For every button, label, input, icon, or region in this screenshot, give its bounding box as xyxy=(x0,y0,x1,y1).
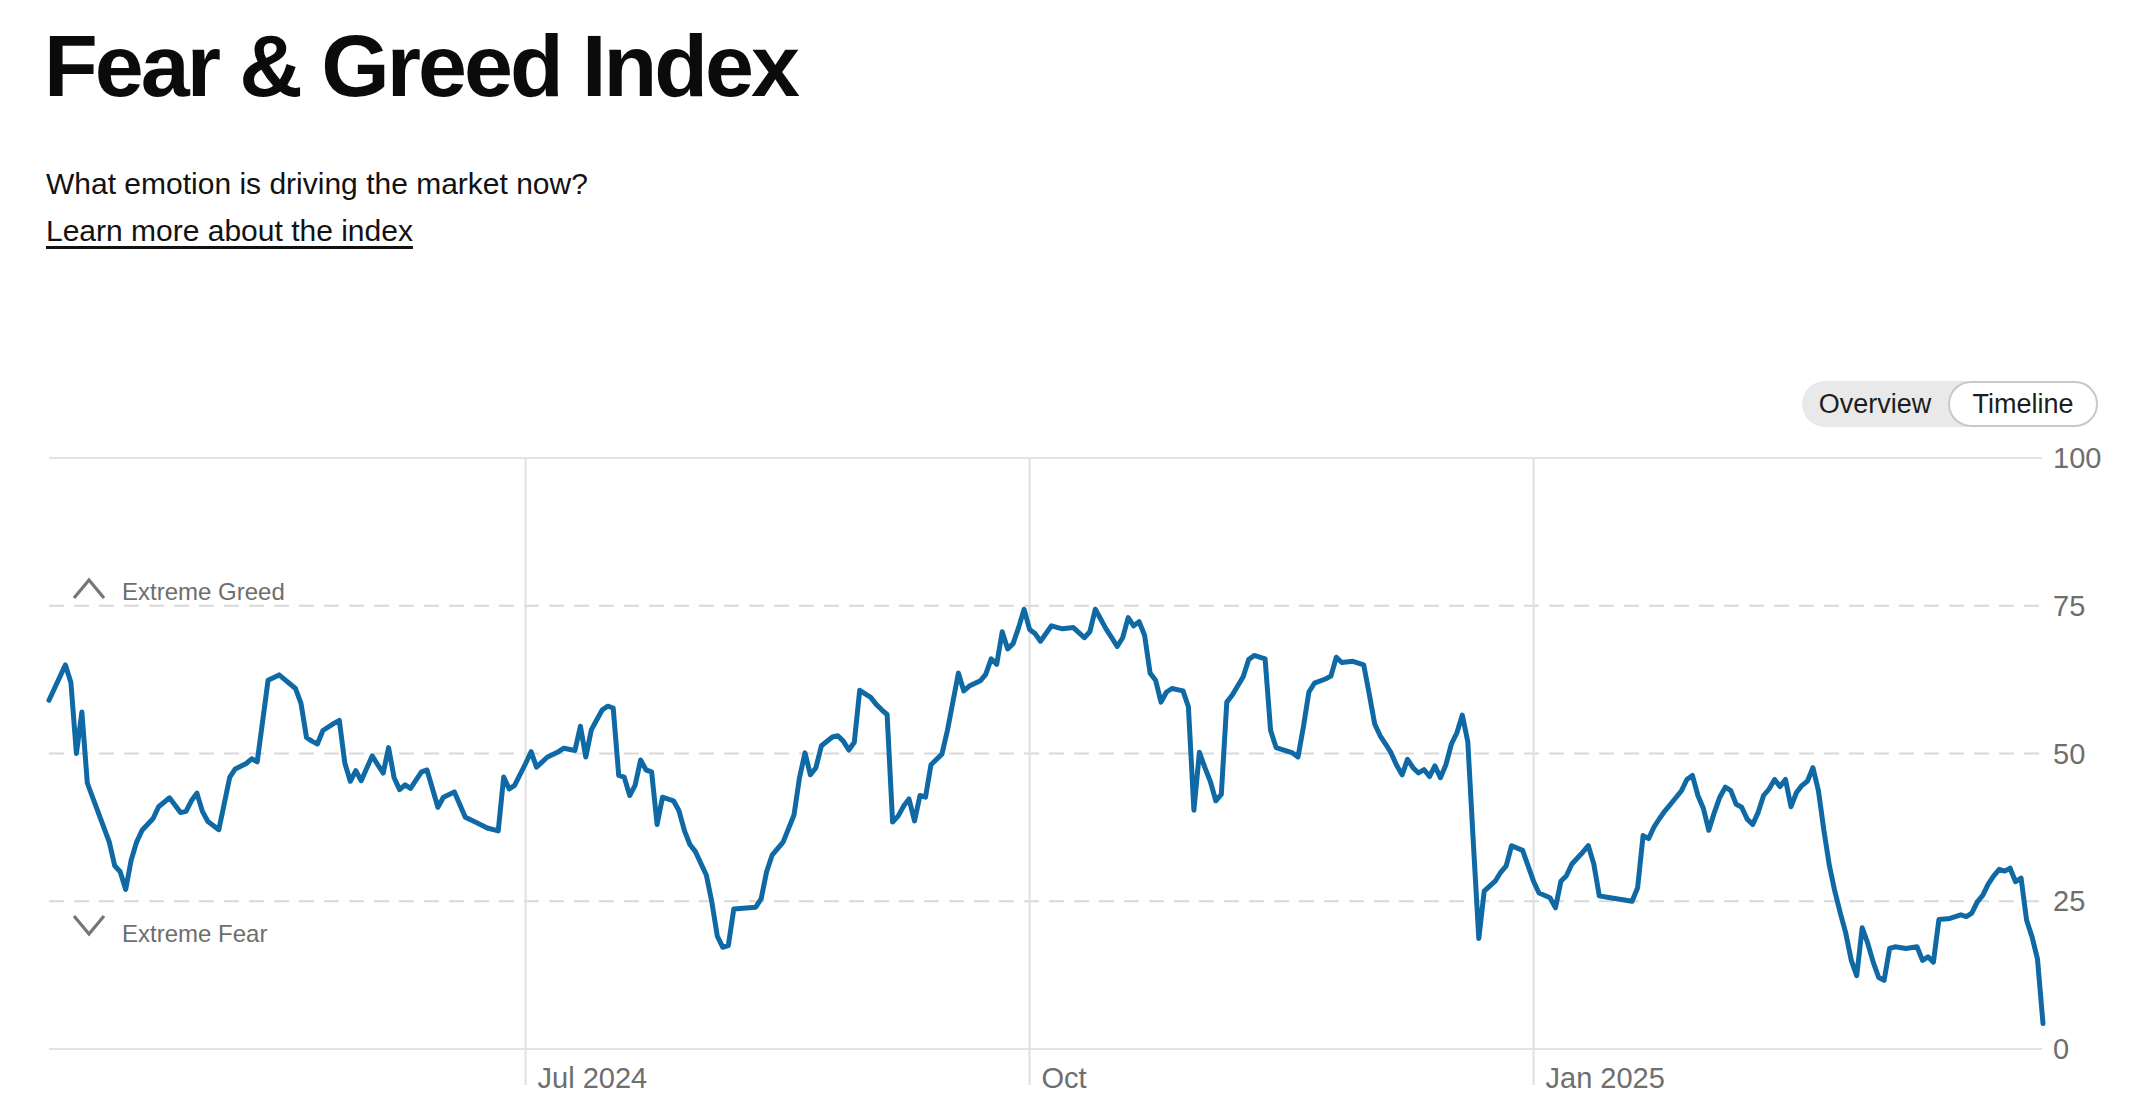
chevron-up-icon xyxy=(74,580,104,598)
y-axis-tick-label: 100 xyxy=(2053,442,2101,474)
y-axis-tick-label: 75 xyxy=(2053,590,2085,622)
x-axis-tick-label: Jan 2025 xyxy=(1546,1062,1665,1094)
x-axis-tick-label: Jul 2024 xyxy=(538,1062,648,1094)
fear-greed-timeline-chart[interactable]: 0 25 50 75 100 Jul 2024 Oct Jan 2025 Extreme Gre… xyxy=(0,0,2134,1110)
y-axis-tick-label: 50 xyxy=(2053,738,2085,770)
chevron-down-icon xyxy=(74,916,104,934)
index-line-series[interactable] xyxy=(49,609,2043,1023)
zone-label-extreme-greed: Extreme Greed xyxy=(122,578,285,605)
y-axis-tick-label: 0 xyxy=(2053,1033,2069,1065)
x-axis-tick-label: Oct xyxy=(1042,1062,1087,1094)
y-axis-tick-label: 25 xyxy=(2053,885,2085,917)
zone-label-extreme-fear: Extreme Fear xyxy=(122,920,267,947)
page-root: { "page": { "title": "Fear & Greed Index… xyxy=(0,0,2134,1110)
